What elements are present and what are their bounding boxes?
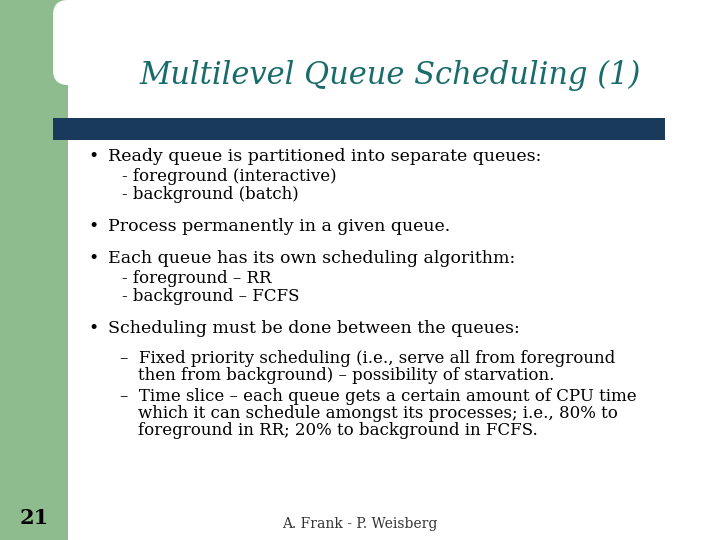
Text: •: •	[88, 320, 98, 337]
Text: –  Fixed priority scheduling (i.e., serve all from foreground: – Fixed priority scheduling (i.e., serve…	[120, 350, 616, 367]
FancyBboxPatch shape	[53, 0, 720, 85]
Text: which it can schedule amongst its processes; i.e., 80% to: which it can schedule amongst its proces…	[138, 405, 618, 422]
Text: Process permanently in a given queue.: Process permanently in a given queue.	[108, 218, 450, 235]
Text: - foreground – RR: - foreground – RR	[122, 270, 271, 287]
Text: •: •	[88, 148, 98, 165]
Text: 21: 21	[20, 508, 49, 528]
Bar	[68, 0, 720, 80]
Text: Each queue has its own scheduling algorithm:: Each queue has its own scheduling algori…	[108, 250, 516, 267]
Text: •: •	[88, 218, 98, 235]
Text: Scheduling must be done between the queues:: Scheduling must be done between the queu…	[108, 320, 520, 337]
Text: –  Time slice – each queue gets a certain amount of CPU time: – Time slice – each queue gets a certain…	[120, 388, 636, 405]
Text: Multilevel Queue Scheduling (1): Multilevel Queue Scheduling (1)	[139, 59, 641, 91]
Text: A. Frank - P. Weisberg: A. Frank - P. Weisberg	[282, 517, 438, 531]
FancyBboxPatch shape	[78, 0, 720, 85]
Text: •: •	[88, 250, 98, 267]
Bar	[0, 0, 220, 80]
Bar	[53, 118, 665, 140]
Text: foreground in RR; 20% to background in FCFS.: foreground in RR; 20% to background in F…	[138, 422, 538, 439]
Text: - background – FCFS: - background – FCFS	[122, 288, 300, 305]
Text: - background (batch): - background (batch)	[122, 186, 299, 203]
Bar	[0, 0, 68, 540]
Text: - foreground (interactive): - foreground (interactive)	[122, 168, 337, 185]
Text: Ready queue is partitioned into separate queues:: Ready queue is partitioned into separate…	[108, 148, 541, 165]
Text: then from background) – possibility of starvation.: then from background) – possibility of s…	[138, 367, 554, 384]
